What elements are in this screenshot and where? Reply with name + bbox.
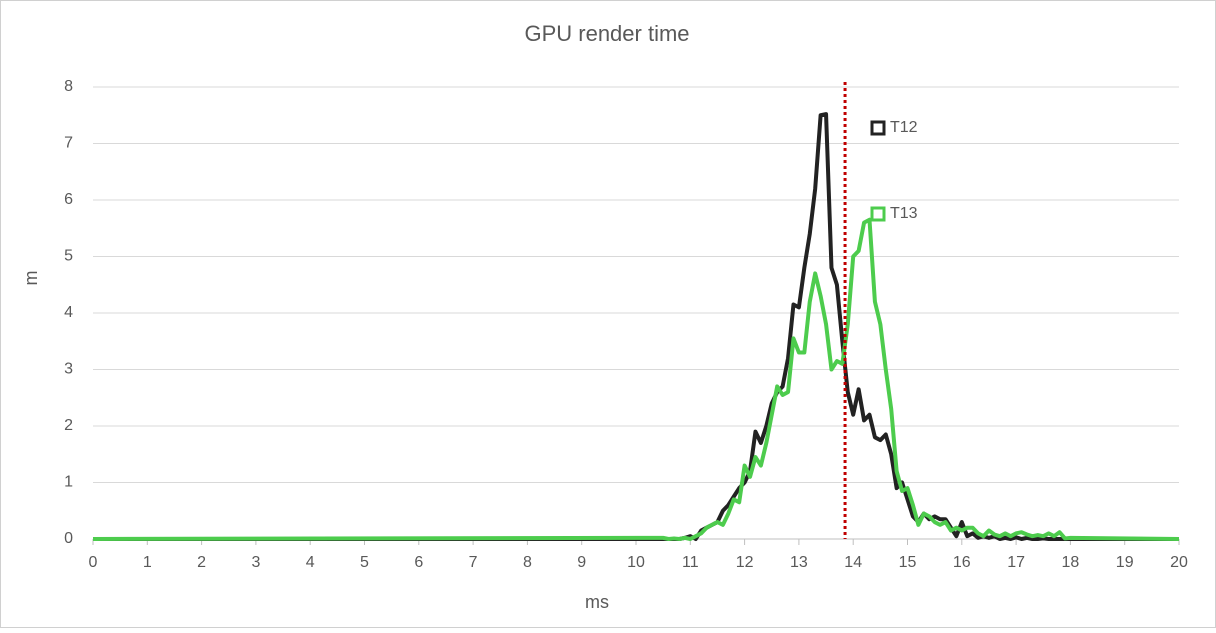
series-line: [92, 217, 1180, 541]
x-tick-label: 8: [523, 554, 532, 571]
x-tick-label: 10: [627, 554, 645, 571]
x-tick-label: 1: [143, 554, 152, 571]
y-tick-label: 7: [64, 135, 73, 152]
x-tick-label: 3: [251, 554, 260, 571]
y-tick-label: 6: [64, 191, 73, 208]
x-tick-label: 16: [953, 554, 971, 571]
x-tick-label: 2: [197, 554, 206, 571]
y-tick-label: 4: [64, 304, 73, 321]
x-tick-label: 9: [577, 554, 586, 571]
y-axis-title: m: [21, 271, 41, 286]
x-tick-label: 14: [844, 554, 862, 571]
y-tick-label: 3: [64, 361, 73, 378]
legend-marker: [870, 120, 886, 136]
x-tick-label: 15: [899, 554, 917, 571]
legend-label: T12: [890, 119, 918, 136]
y-tick-label: 2: [64, 417, 73, 434]
y-tick-label: 0: [64, 530, 73, 547]
y-tick-label: 8: [64, 78, 73, 95]
x-tick-label: 18: [1062, 554, 1080, 571]
x-tick-label: 12: [736, 554, 754, 571]
x-axis-title: ms: [585, 592, 609, 612]
x-tick-label: 0: [89, 554, 98, 571]
legend-marker: [870, 206, 886, 222]
series-line: [93, 112, 1179, 541]
x-tick-label: 17: [1007, 554, 1025, 571]
x-tick-label: 13: [790, 554, 808, 571]
x-tick-label: 11: [682, 554, 699, 571]
legend-label: T13: [890, 205, 918, 222]
x-tick-label: 7: [469, 554, 478, 571]
x-tick-label: 19: [1116, 554, 1134, 571]
x-tick-label: 5: [360, 554, 369, 571]
y-tick-label: 1: [64, 474, 73, 491]
x-tick-label: 6: [414, 554, 423, 571]
y-tick-label: 5: [64, 248, 73, 265]
x-tick-label: 20: [1170, 554, 1188, 571]
chart-title: GPU render time: [524, 21, 689, 46]
x-tick-label: 4: [306, 554, 315, 571]
